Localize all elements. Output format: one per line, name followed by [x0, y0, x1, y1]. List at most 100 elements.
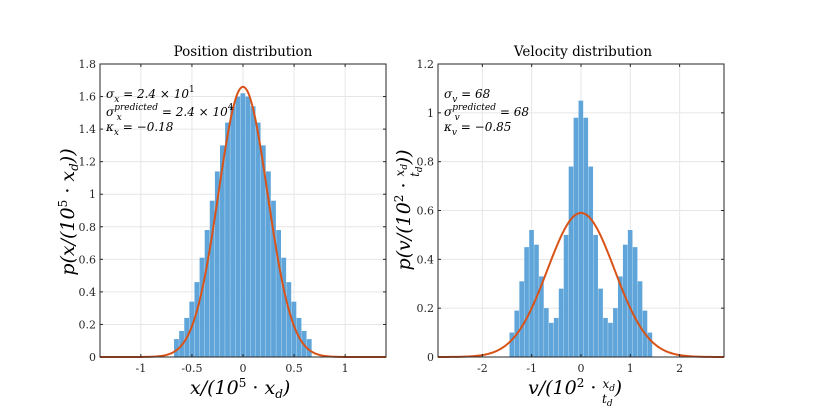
velocity-histogram-bar	[578, 100, 584, 357]
velocity-histogram-bar	[613, 308, 618, 357]
position-histogram-bar	[265, 171, 271, 357]
velocity-histogram-bar	[632, 247, 638, 357]
position-y-tick-label: 0.4	[79, 286, 97, 299]
position-distribution-panel: Position distribution -1 -0.5 0 0.5 1 0 0.2 0.…	[56, 44, 387, 401]
velocity-histogram-bar	[583, 117, 589, 357]
velocity-annotation-2: κv = −0.85	[443, 120, 511, 138]
position-y-axis-label: p(x/(105 · xd))	[56, 148, 81, 275]
position-x-axis-label: x/(105 · xd)	[190, 376, 290, 401]
position-annotation-1: σpredicted x = 2.4 × 104	[106, 103, 234, 123]
velocity-histogram-bar	[608, 322, 613, 357]
velocity-histogram-bar	[568, 166, 574, 357]
velocity-x-tick-label: 2	[676, 362, 683, 375]
position-histogram-bar	[255, 122, 261, 357]
position-y-tick-label: 1	[89, 188, 96, 201]
position-histogram-bar	[199, 257, 205, 357]
velocity-y-axis-label: p(v/(102 · xdtd))	[392, 149, 425, 270]
position-histogram-bar	[306, 339, 312, 357]
velocity-y-tick-label: 0.8	[417, 156, 435, 169]
position-histogram-bar	[260, 145, 266, 357]
velocity-x-tick-label: 0	[578, 362, 585, 375]
position-histogram-bar	[189, 301, 195, 357]
velocity-x-tick-label: -1	[526, 362, 537, 375]
position-x-axis-label-text: x/(10	[190, 377, 239, 399]
position-x-tick-label: -1	[135, 362, 146, 375]
position-histogram-bar	[250, 106, 256, 357]
position-x-tick-label: 0	[240, 362, 247, 375]
velocity-histogram-bar	[647, 332, 653, 357]
velocity-histogram-bar	[544, 308, 549, 357]
position-histogram-bars	[174, 93, 312, 358]
velocity-histogram-bar	[539, 276, 544, 357]
velocity-histogram-bar	[622, 244, 628, 357]
position-y-tick-label: 0	[89, 351, 96, 364]
position-x-tick-label: 0.5	[285, 362, 303, 375]
velocity-histogram-bar	[637, 281, 643, 357]
velocity-y-tick-label: 0.2	[417, 302, 435, 315]
velocity-x-axis-label: v/(102 · xd td)	[528, 376, 622, 409]
position-y-tick-label: 0.6	[79, 253, 97, 266]
velocity-x-tick-label: -2	[477, 362, 488, 375]
position-histogram-bar	[220, 145, 225, 357]
velocity-histogram-bar	[553, 317, 559, 357]
velocity-y-tick-label: 0.6	[417, 205, 435, 218]
position-y-tick-label: 0.8	[79, 221, 97, 234]
position-histogram-bar	[271, 200, 276, 357]
position-histogram-bar	[286, 282, 292, 357]
position-histogram-bar	[209, 200, 215, 357]
position-annotation-0: σx = 2.4 × 101	[106, 85, 195, 105]
position-histogram-bar	[204, 230, 210, 357]
position-histogram-bar	[276, 230, 282, 357]
velocity-histogram-bar	[534, 244, 539, 357]
velocity-histogram-bar	[627, 230, 633, 357]
velocity-annotation-1: σpredicted v = 68	[444, 103, 529, 123]
velocity-histogram-bar	[558, 288, 564, 357]
position-x-ticks: -1 -0.5 0 0.5 1	[135, 64, 349, 375]
position-histogram-bar	[240, 93, 246, 358]
position-y-tick-label: 1.8	[79, 58, 97, 71]
velocity-histogram-bar	[548, 322, 554, 357]
velocity-y-tick-label: 1	[427, 107, 434, 120]
velocity-y-tick-label: 0.4	[417, 253, 435, 266]
velocity-histogram-bar	[593, 234, 598, 357]
velocity-histogram-bar	[598, 288, 603, 357]
velocity-histogram-bar	[617, 276, 623, 357]
velocity-histogram-bars	[509, 100, 653, 357]
position-y-tick-label: 1.2	[79, 156, 97, 169]
position-y-tick-label: 0.2	[79, 318, 97, 331]
position-x-tick-label: -0.5	[181, 362, 202, 375]
position-histogram-bar	[225, 122, 230, 357]
velocity-y-tick-label: 0	[427, 351, 434, 364]
velocity-histogram-bar	[519, 281, 524, 357]
velocity-histogram-bar	[529, 230, 534, 357]
velocity-chart-title: Velocity distribution	[513, 44, 652, 60]
position-chart-title: Position distribution	[174, 44, 313, 60]
velocity-x-tick-label: 1	[627, 362, 634, 375]
position-histogram-bar	[291, 301, 297, 357]
velocity-histogram-bar	[524, 247, 529, 357]
position-histogram-bar	[214, 171, 220, 357]
velocity-gaussian-fit-curve	[438, 211, 724, 358]
position-histogram-bar	[235, 96, 241, 358]
position-x-tick-label: 1	[342, 362, 349, 375]
velocity-distribution-panel: Velocity distribution -2 -1 0 1 2 0 0.2 0.4 0.6…	[392, 44, 725, 409]
position-histogram-bar	[245, 96, 251, 358]
position-y-tick-label: 1.6	[79, 91, 97, 104]
velocity-y-tick-label: 1.2	[417, 58, 435, 71]
velocity-annotation-0: σv = 68	[444, 87, 491, 105]
position-histogram-bar	[230, 106, 236, 357]
velocity-histogram-bar	[509, 332, 515, 357]
velocity-histogram-bar	[603, 317, 608, 357]
velocity-x-ticks: -2 -1 0 1 2	[477, 64, 683, 375]
position-y-ticks: 0 0.2 0.4 0.6 0.8 1 1.2 1.4 1.6 1.8	[79, 58, 386, 364]
position-histogram-bar	[174, 339, 179, 357]
position-y-tick-label: 1.4	[79, 123, 97, 136]
position-histogram-bar	[194, 282, 200, 357]
velocity-histogram-bar	[573, 117, 579, 357]
velocity-histogram-bar	[563, 234, 569, 357]
position-annotation-2: κx = −0.18	[105, 120, 174, 138]
position-histogram-bar	[281, 257, 287, 357]
